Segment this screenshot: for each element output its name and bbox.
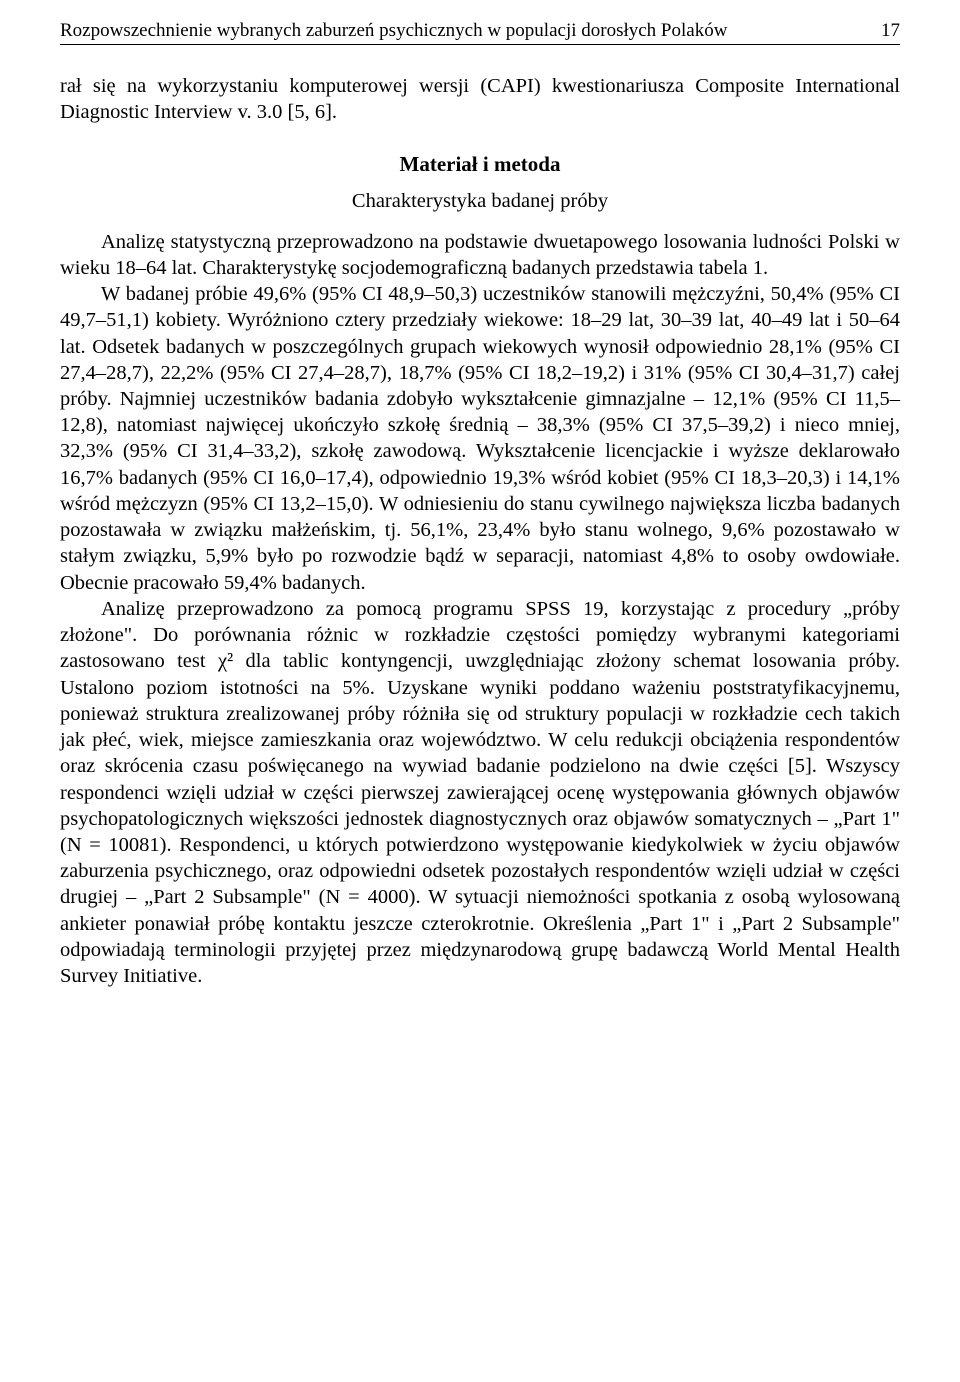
body-text: rał się na wykorzystaniu komputerowej we… <box>60 73 900 989</box>
running-head-title: Rozpowszechnienie wybranych zaburzeń psy… <box>60 20 860 42</box>
paragraph-3: Analizę przeprowadzono za pomocą program… <box>60 596 900 990</box>
paragraph-1: Analizę statystyczną przeprowadzono na p… <box>60 229 900 281</box>
section-heading: Materiał i metoda <box>60 151 900 178</box>
subsection-heading: Charakterystyka badanej próby <box>60 188 900 214</box>
paragraph-2: W badanej próbie 49,6% (95% CI 48,9–50,3… <box>60 281 900 596</box>
page-number: 17 <box>860 20 900 42</box>
page-container: Rozpowszechnienie wybranych zaburzeń psy… <box>0 0 960 1029</box>
intro-continuation: rał się na wykorzystaniu komputerowej we… <box>60 73 900 125</box>
running-head: Rozpowszechnienie wybranych zaburzeń psy… <box>60 20 900 45</box>
